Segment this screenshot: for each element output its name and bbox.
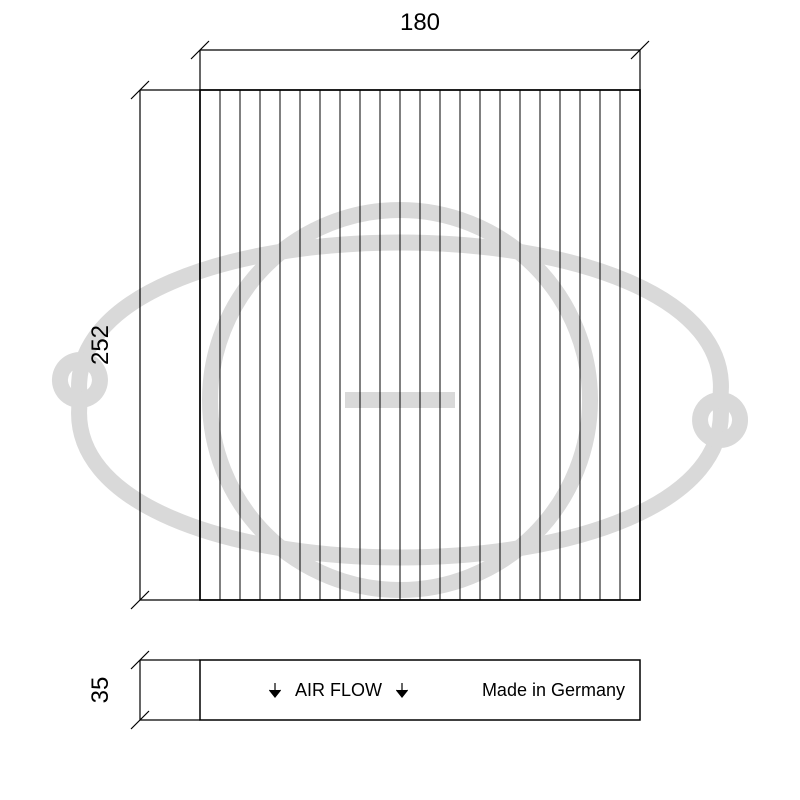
airflow-label: AIR FLOW [295,680,382,700]
airflow-arrow-head [396,690,407,697]
dim-thickness-label: 35 [87,677,114,704]
origin-label: Made in Germany [482,680,625,700]
airflow-arrow-head [269,690,280,697]
dim-height-label: 252 [87,325,114,365]
dim-width-label: 180 [400,9,440,36]
